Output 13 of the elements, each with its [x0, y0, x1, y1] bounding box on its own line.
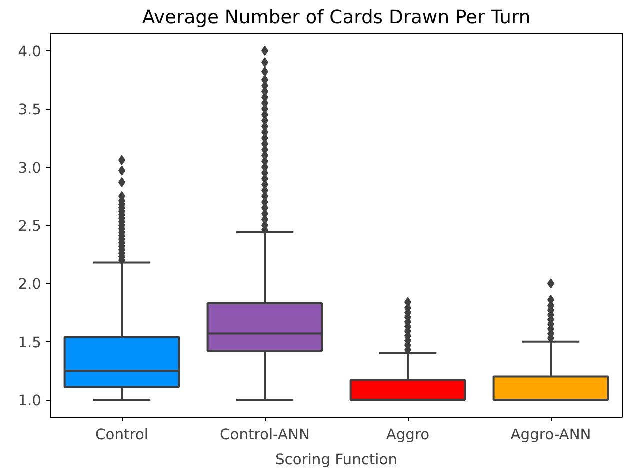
y-tick-label: 2.0: [18, 276, 42, 294]
y-tick-label: 4.0: [18, 43, 42, 60]
y-tick-label: 1.5: [18, 334, 42, 352]
x-tick-label: Control: [96, 426, 148, 444]
y-tick-label: 2.5: [18, 218, 42, 235]
x-axis-title: Scoring Function: [275, 452, 398, 468]
y-tick-label: 1.0: [18, 392, 42, 410]
y-tick-label: 3.0: [18, 160, 42, 177]
x-tick-label: Control-ANN: [220, 426, 310, 444]
y-tick-label: 3.5: [18, 102, 42, 119]
x-tick-label: Aggro-ANN: [510, 426, 592, 444]
chart-title: Average Number of Cards Drawn Per Turn: [142, 8, 531, 28]
x-tick-label: Aggro: [386, 426, 430, 444]
